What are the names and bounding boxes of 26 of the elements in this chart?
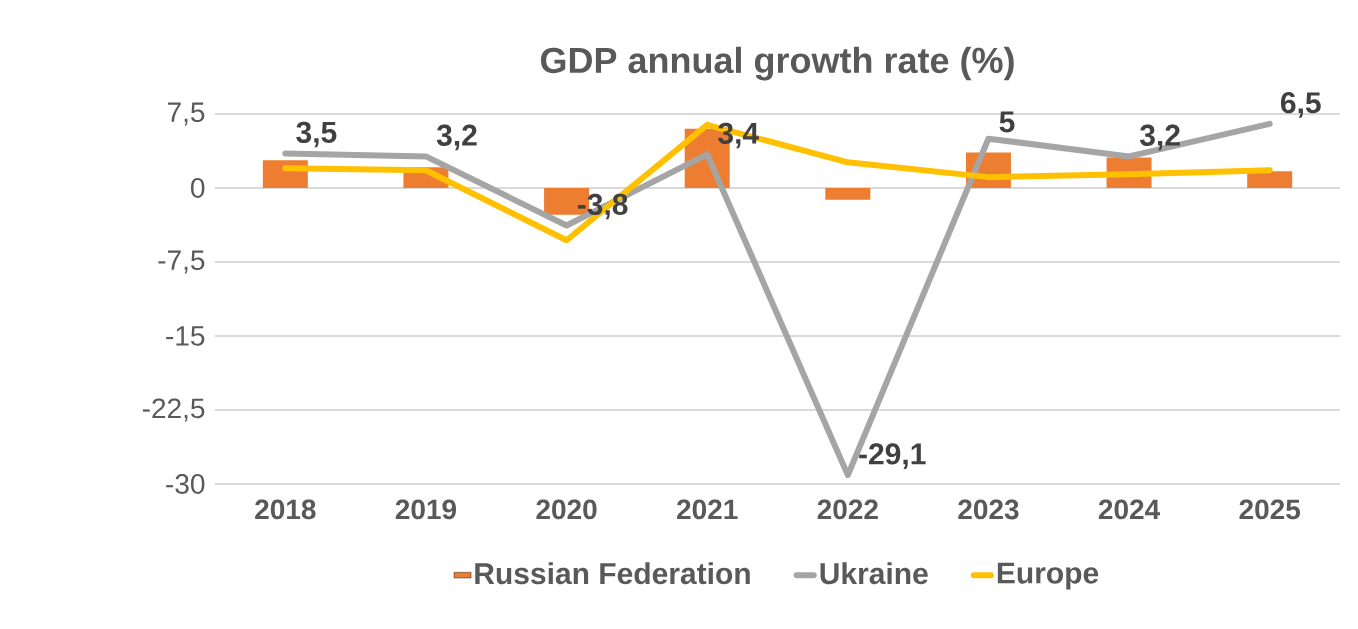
bar (825, 187, 871, 200)
x-tick-label: 2024 (1098, 499, 1161, 520)
x-tick-label: 2020 (536, 499, 597, 520)
x-tick-label: 2018 (255, 499, 316, 520)
data-label: 3,2 (436, 124, 477, 151)
data-label: -29,1 (859, 443, 926, 469)
y-tick-label: -22,5 (142, 398, 205, 422)
legend-label: Ukraine (820, 562, 928, 585)
legend-label: Russian Federation (475, 562, 750, 585)
y-tick-label: -15 (166, 326, 205, 346)
data-label: 6,5 (1280, 92, 1321, 118)
x-tick-label: 2022 (817, 499, 878, 520)
x-tick-label: 2023 (958, 499, 1019, 520)
x-tick-label: 2021 (677, 499, 738, 520)
x-tick-label: 2019 (395, 499, 457, 520)
y-tick-label: 0 (191, 178, 205, 198)
bar (1247, 171, 1293, 188)
y-tick-label: -30 (166, 474, 205, 494)
data-label: 3,2 (1139, 124, 1180, 151)
y-tick-label: -7,5 (158, 250, 205, 274)
legend-label: Europe (997, 562, 1099, 590)
data-label: 3,5 (296, 121, 337, 148)
x-tick-label: 2025 (1239, 499, 1301, 520)
y-tick-label: 7,5 (168, 102, 205, 126)
chart-title: GDP annual growth rate (%) (540, 46, 1014, 81)
data-label: 5 (999, 111, 1015, 133)
